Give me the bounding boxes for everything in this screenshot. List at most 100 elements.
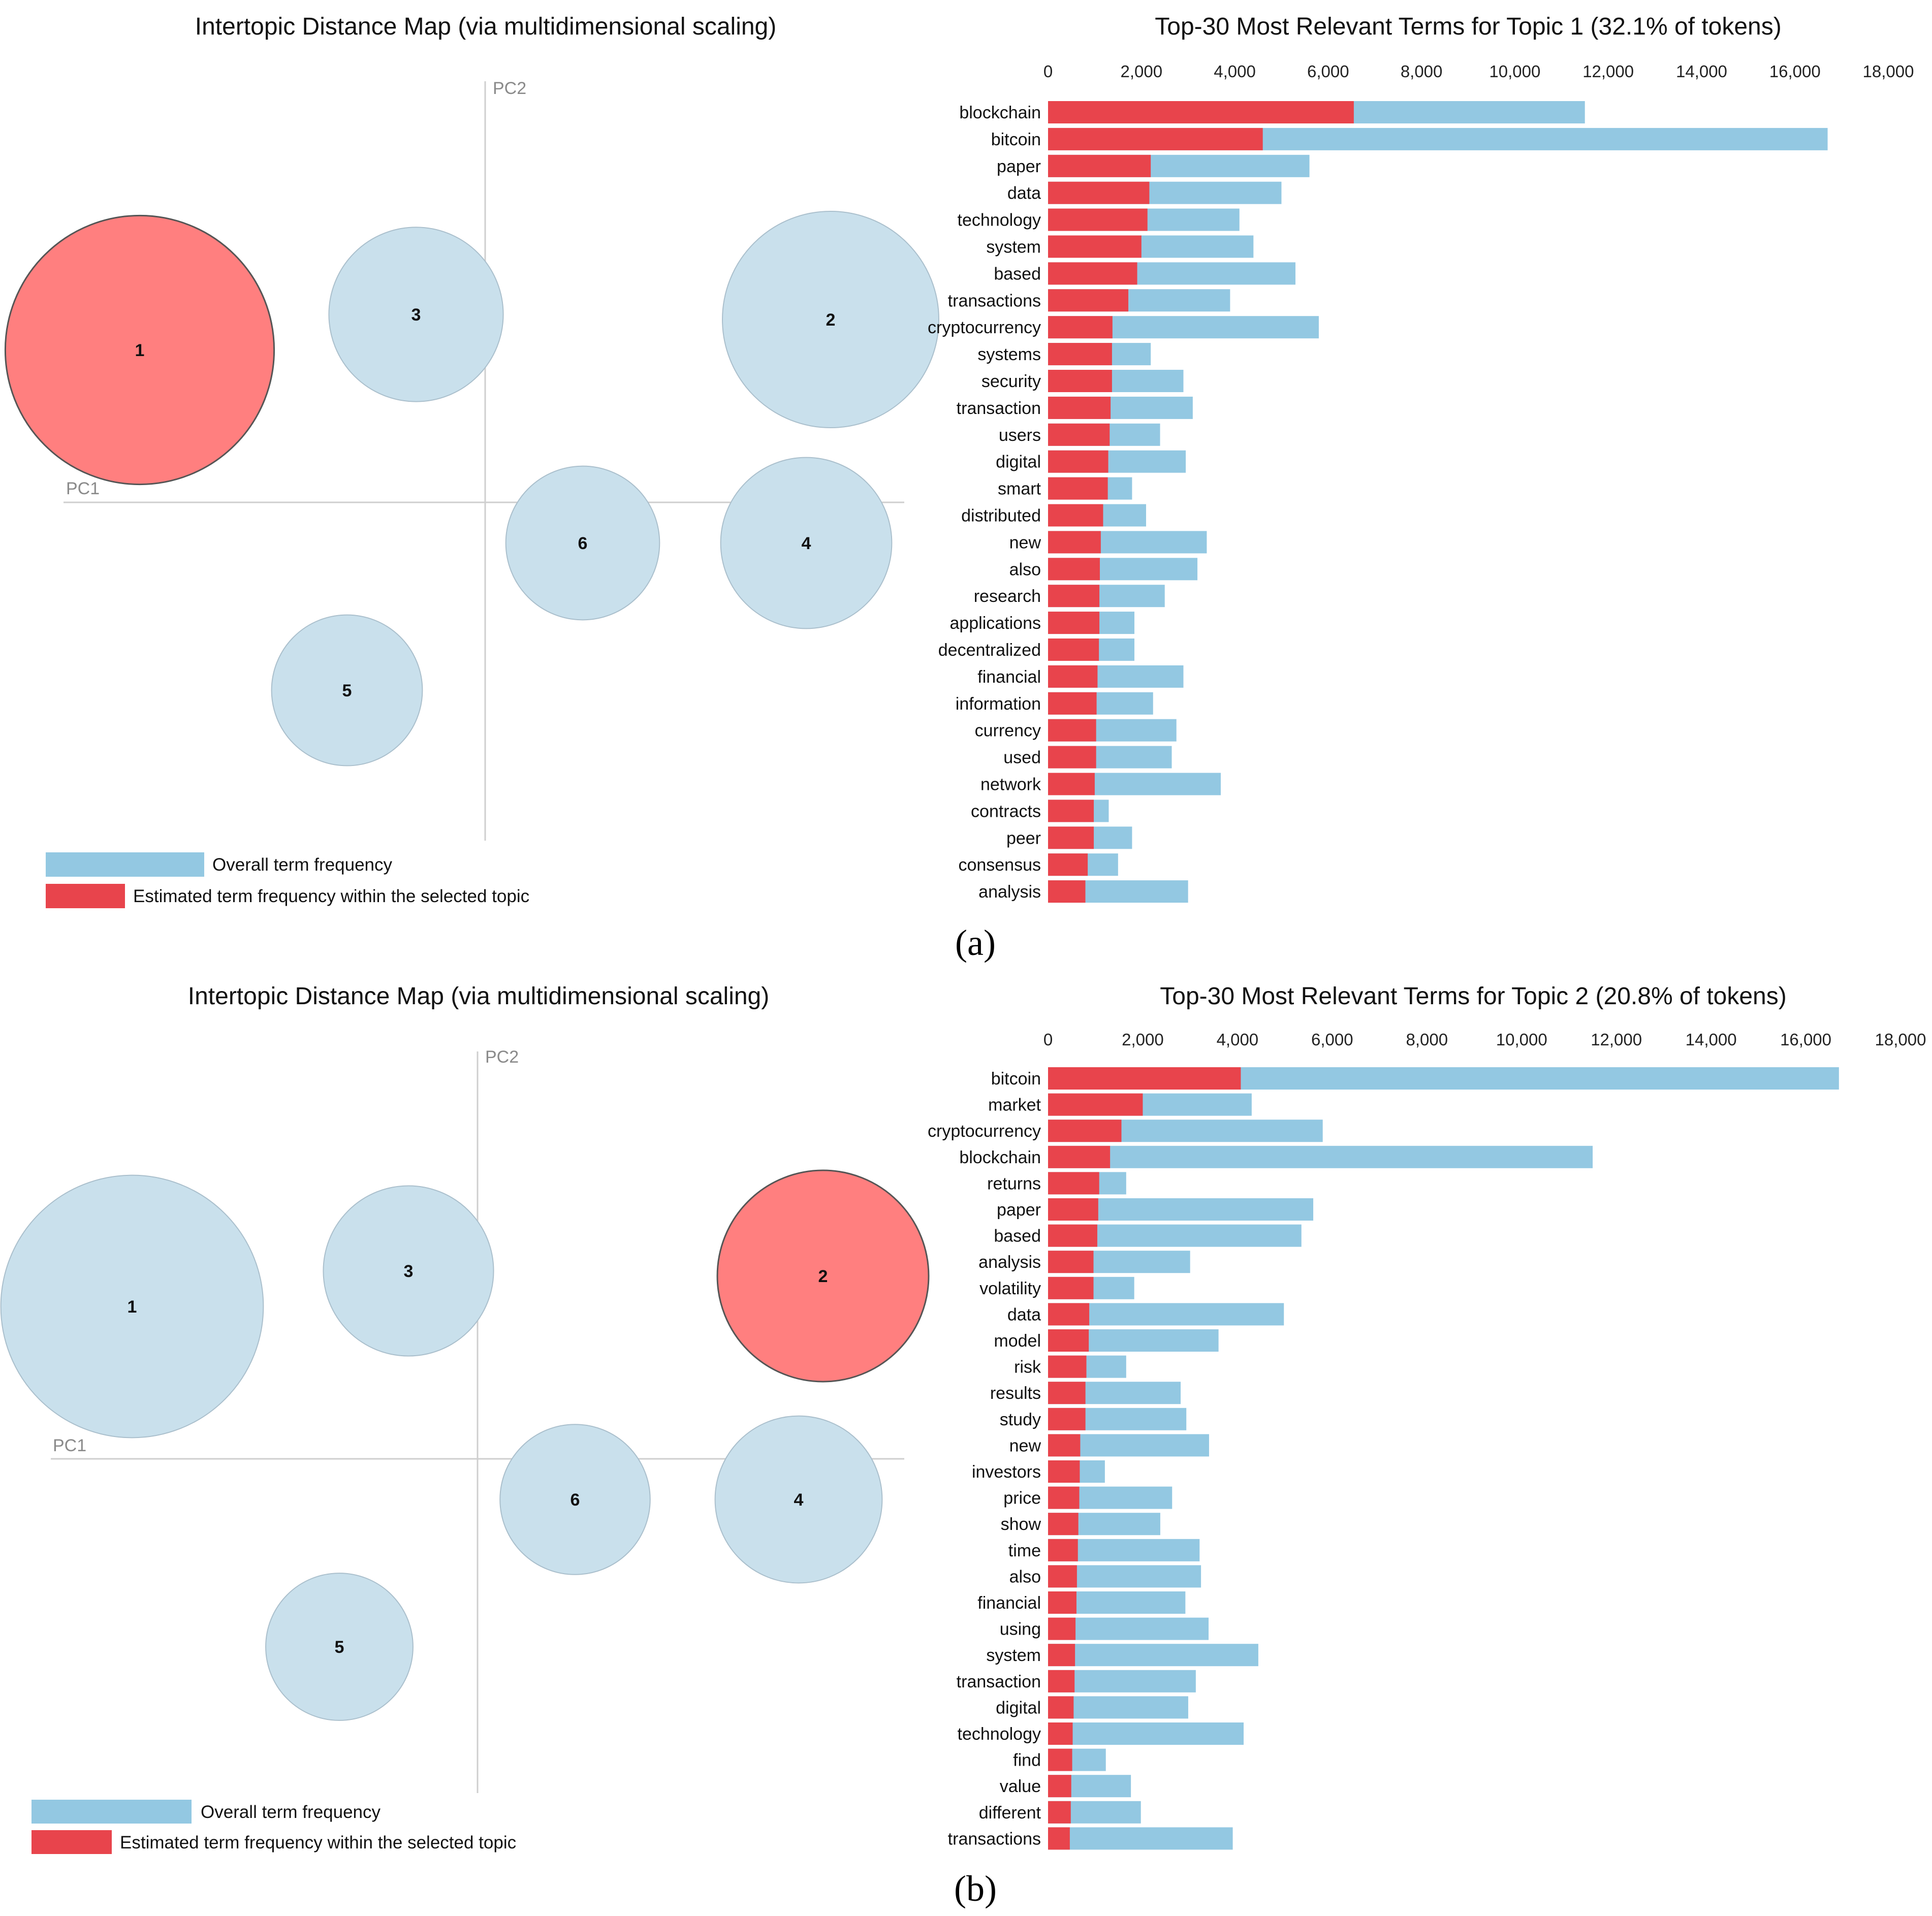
term-label[interactable]: risk: [1014, 1358, 1041, 1377]
topic-bubble-3[interactable]: [323, 1185, 494, 1357]
term-label[interactable]: smart: [998, 480, 1041, 499]
bar-topic-transactions[interactable]: [1048, 1827, 1070, 1850]
term-label[interactable]: data: [1007, 184, 1041, 203]
term-label[interactable]: analysis: [978, 1253, 1041, 1272]
bar-topic-analysis[interactable]: [1048, 1251, 1094, 1273]
term-label[interactable]: cryptocurrency: [928, 318, 1041, 337]
topic-bubble-4[interactable]: [714, 1415, 883, 1584]
topic-bubble-5[interactable]: [265, 1573, 414, 1721]
term-label[interactable]: currency: [975, 721, 1041, 741]
topic-bubble-2[interactable]: [722, 211, 939, 428]
bar-topic-data[interactable]: [1048, 181, 1150, 204]
bar-topic-system[interactable]: [1048, 1644, 1075, 1667]
bar-topic-study[interactable]: [1048, 1408, 1086, 1430]
bar-topic-financial[interactable]: [1048, 665, 1098, 688]
term-label[interactable]: price: [1003, 1489, 1041, 1508]
term-label[interactable]: blockchain: [959, 103, 1041, 122]
term-label[interactable]: cryptocurrency: [928, 1122, 1041, 1141]
bar-topic-financial[interactable]: [1048, 1591, 1076, 1614]
bar-topic-time[interactable]: [1048, 1539, 1078, 1561]
bar-topic-peer[interactable]: [1048, 826, 1094, 849]
bar-overall-system[interactable]: [1048, 1644, 1258, 1667]
bar-topic-price[interactable]: [1048, 1486, 1080, 1509]
term-label[interactable]: transactions: [948, 291, 1041, 310]
bar-topic-digital[interactable]: [1048, 1696, 1074, 1719]
term-label[interactable]: research: [974, 587, 1041, 606]
term-label[interactable]: distributed: [961, 506, 1041, 526]
bar-topic-value[interactable]: [1048, 1775, 1071, 1798]
bar-topic-applications[interactable]: [1048, 612, 1100, 634]
bar-overall-blockchain[interactable]: [1048, 1145, 1593, 1168]
bar-overall-transactions[interactable]: [1048, 1827, 1233, 1850]
topic-bubble-6[interactable]: [505, 465, 660, 621]
term-label[interactable]: volatility: [979, 1279, 1041, 1298]
bar-topic-security[interactable]: [1048, 370, 1112, 392]
term-label[interactable]: consensus: [958, 855, 1041, 875]
term-label[interactable]: information: [956, 694, 1041, 714]
bar-topic-transaction[interactable]: [1048, 1670, 1075, 1693]
bar-topic-also[interactable]: [1048, 558, 1100, 581]
bar-topic-transaction[interactable]: [1048, 396, 1111, 419]
term-label[interactable]: analysis: [978, 882, 1041, 902]
term-label[interactable]: using: [1000, 1620, 1041, 1639]
term-label[interactable]: new: [1009, 533, 1041, 552]
term-label[interactable]: technology: [958, 211, 1041, 230]
bar-topic-system[interactable]: [1048, 235, 1142, 258]
term-label[interactable]: applications: [949, 614, 1041, 633]
topic-bubble-6[interactable]: [499, 1424, 651, 1575]
term-label[interactable]: used: [1003, 748, 1041, 768]
bar-topic-volatility[interactable]: [1048, 1276, 1094, 1299]
term-label[interactable]: different: [979, 1803, 1041, 1823]
bar-topic-distributed[interactable]: [1048, 504, 1103, 527]
bar-topic-show[interactable]: [1048, 1513, 1079, 1536]
bar-topic-technology[interactable]: [1048, 208, 1148, 231]
term-label[interactable]: time: [1008, 1541, 1041, 1560]
term-label[interactable]: network: [980, 775, 1041, 794]
bar-topic-returns[interactable]: [1048, 1172, 1099, 1195]
bar-topic-contracts[interactable]: [1048, 800, 1094, 822]
bar-topic-users[interactable]: [1048, 423, 1110, 446]
bar-topic-cryptocurrency[interactable]: [1048, 316, 1113, 339]
term-label[interactable]: data: [1007, 1305, 1041, 1324]
bar-topic-systems[interactable]: [1048, 343, 1112, 366]
term-label[interactable]: value: [1000, 1777, 1041, 1796]
term-label[interactable]: digital: [996, 1698, 1041, 1717]
topic-bubble-5[interactable]: [271, 614, 423, 767]
bar-topic-based[interactable]: [1048, 1224, 1097, 1247]
term-label[interactable]: show: [1001, 1515, 1041, 1534]
topic-bubble-2[interactable]: [716, 1169, 930, 1383]
bar-topic-analysis[interactable]: [1048, 880, 1086, 903]
term-label[interactable]: system: [986, 1646, 1041, 1665]
term-label[interactable]: decentralized: [938, 641, 1041, 660]
term-label[interactable]: peer: [1006, 828, 1041, 848]
bar-topic-find[interactable]: [1048, 1748, 1072, 1771]
bar-topic-research[interactable]: [1048, 585, 1100, 608]
bar-topic-technology[interactable]: [1048, 1722, 1073, 1745]
bar-topic-model[interactable]: [1048, 1329, 1089, 1352]
bar-topic-smart[interactable]: [1048, 477, 1108, 500]
term-label[interactable]: new: [1009, 1436, 1041, 1455]
term-label[interactable]: technology: [958, 1725, 1041, 1744]
bar-topic-currency[interactable]: [1048, 719, 1096, 742]
term-label[interactable]: financial: [977, 667, 1041, 687]
bar-topic-different[interactable]: [1048, 1801, 1071, 1824]
bar-topic-risk[interactable]: [1048, 1355, 1087, 1378]
term-label[interactable]: study: [1000, 1410, 1041, 1429]
bar-topic-transactions[interactable]: [1048, 289, 1129, 312]
term-label[interactable]: systems: [977, 345, 1041, 364]
term-label[interactable]: results: [990, 1384, 1041, 1403]
bar-topic-blockchain[interactable]: [1048, 1145, 1111, 1168]
term-label[interactable]: users: [999, 426, 1041, 445]
term-label[interactable]: blockchain: [959, 1148, 1041, 1167]
bar-topic-decentralized[interactable]: [1048, 638, 1099, 661]
term-label[interactable]: find: [1013, 1751, 1041, 1770]
bar-topic-data[interactable]: [1048, 1303, 1090, 1326]
term-label[interactable]: also: [1009, 1567, 1041, 1586]
bar-topic-new[interactable]: [1048, 1434, 1081, 1457]
term-label[interactable]: digital: [996, 453, 1041, 472]
topic-bubble-1[interactable]: [0, 1174, 264, 1439]
bar-topic-used[interactable]: [1048, 746, 1096, 769]
term-label[interactable]: system: [986, 238, 1041, 257]
bar-topic-using[interactable]: [1048, 1617, 1076, 1640]
bar-topic-blockchain[interactable]: [1048, 101, 1354, 123]
